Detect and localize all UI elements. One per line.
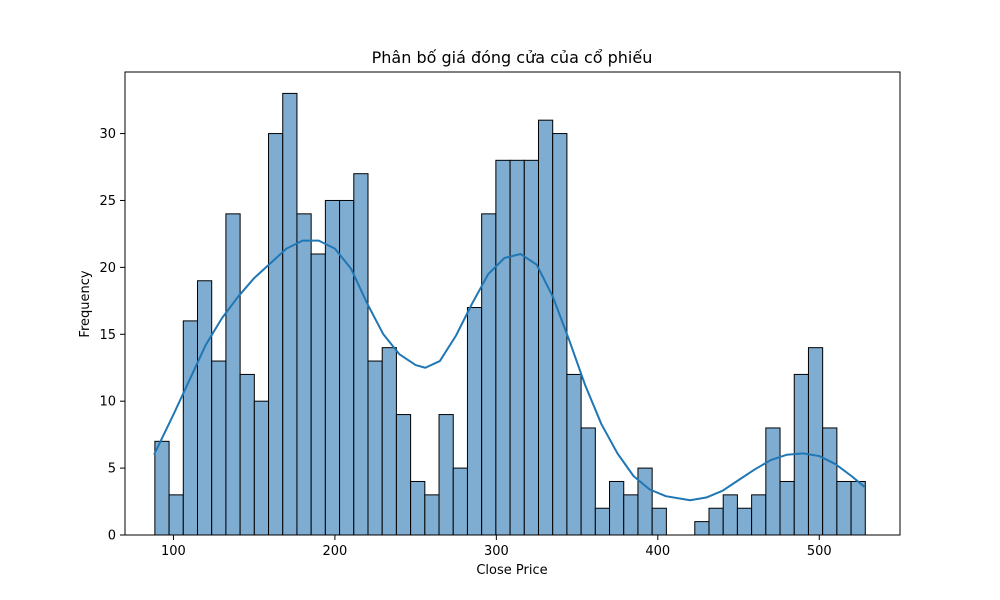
histogram-bar [765, 427, 781, 536]
histogram-bar [537, 119, 554, 536]
x-tick-label: 200 [322, 544, 347, 559]
y-tick-label: 5 [108, 462, 116, 477]
histogram-bar [452, 467, 468, 536]
histogram-bar [580, 427, 596, 536]
histogram-bar [282, 92, 298, 536]
histogram-bar [381, 347, 397, 536]
x-ticks: 100 200 300 400 500 [161, 535, 832, 559]
kde-group [153, 239, 866, 502]
histogram-bar [253, 400, 270, 536]
chart-title: Phân bố giá đóng cửa của cổ phiếu [372, 48, 653, 67]
histogram-bar [779, 480, 795, 536]
histogram-bar [296, 213, 312, 536]
histogram-bar [807, 347, 824, 536]
x-tick-label: 100 [161, 544, 186, 559]
histogram-bar [523, 159, 539, 536]
histogram-bar [367, 360, 383, 536]
histogram-bar [410, 480, 426, 536]
histogram-bar [481, 213, 497, 536]
histogram-bar [609, 480, 625, 536]
histogram-bar [623, 494, 639, 536]
y-axis-label: Frequency [78, 270, 93, 337]
y-tick-label: 20 [99, 261, 116, 276]
histogram-bar [736, 507, 753, 536]
histogram-bar [168, 494, 184, 536]
y-ticks: 0 5 10 15 20 25 30 [99, 127, 125, 544]
histogram-bar [339, 199, 355, 536]
x-axis-label: Close Price [476, 563, 547, 578]
histogram-bar [594, 507, 611, 536]
histogram-bar [552, 133, 568, 536]
histogram-bar [310, 253, 326, 536]
histogram-bar [836, 480, 852, 536]
histogram-bar [466, 307, 483, 536]
histogram-bar [722, 494, 738, 536]
histogram-bar [211, 360, 227, 536]
histogram-bar [751, 494, 767, 536]
y-tick-label: 25 [99, 194, 116, 209]
y-tick-label: 30 [99, 127, 116, 142]
x-tick-label: 300 [484, 544, 509, 559]
histogram-bar [154, 440, 170, 536]
histogram-bar [694, 521, 710, 536]
histogram-bar [822, 427, 838, 536]
histogram-bar [196, 280, 213, 536]
histogram-bar [182, 320, 198, 536]
histogram-bar [637, 467, 653, 536]
histogram-bar [225, 213, 241, 536]
x-tick-label: 400 [645, 544, 670, 559]
histogram-bar [850, 480, 866, 536]
histogram-bar [651, 507, 667, 536]
y-tick-label: 0 [108, 529, 116, 544]
x-tick-label: 500 [807, 544, 832, 559]
y-tick-label: 15 [99, 328, 116, 343]
histogram-bar [566, 373, 582, 536]
histogram-bar [268, 133, 284, 536]
histogram-bar [438, 414, 454, 536]
histogram-bar [424, 494, 440, 536]
y-tick-label: 10 [99, 395, 116, 410]
histogram-bar [509, 159, 525, 536]
histogram-bar [395, 414, 412, 536]
kde-line [153, 239, 866, 502]
bars-group [154, 92, 866, 536]
histogram-bar [239, 373, 255, 536]
histogram-bar [353, 173, 369, 536]
histogram-bar [708, 507, 724, 536]
plot-frame [124, 71, 901, 536]
histogram-bar [495, 159, 511, 536]
